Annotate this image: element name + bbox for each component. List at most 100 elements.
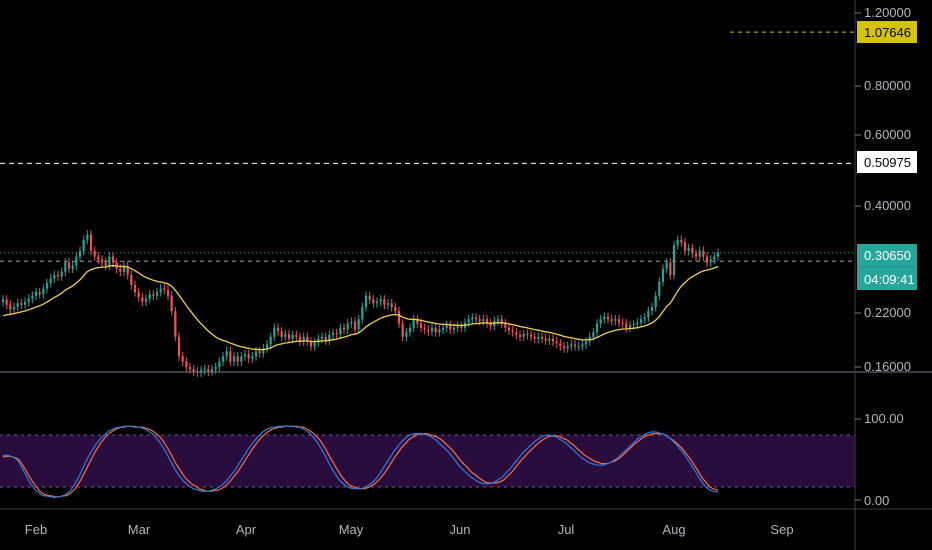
candle-body	[621, 322, 624, 324]
candle-body	[42, 288, 45, 295]
candle-body	[661, 268, 665, 282]
candle-body	[5, 299, 8, 305]
candle-body	[199, 370, 203, 373]
candle-body	[53, 275, 56, 279]
candle-body	[276, 327, 280, 332]
candle-body	[694, 253, 698, 257]
candle-body	[133, 285, 137, 293]
candle-body	[210, 369, 214, 372]
ma-line	[2, 265, 719, 351]
candle-body	[78, 250, 82, 257]
candle-body	[628, 325, 632, 328]
candle-body	[350, 321, 353, 324]
candle-body	[471, 317, 474, 320]
y-tick: 0.80000	[864, 78, 911, 93]
svg-text:0.50975: 0.50975	[864, 155, 911, 170]
candle-body	[155, 292, 159, 296]
candle-body	[456, 326, 459, 328]
candle-body	[522, 334, 525, 337]
candle-body	[533, 336, 536, 339]
candle-body	[566, 346, 569, 349]
candle-body	[119, 268, 122, 272]
moving-average	[2, 265, 719, 351]
candle-body	[610, 319, 613, 321]
candle-body	[82, 239, 85, 251]
candle-body	[67, 262, 71, 269]
candle-body	[174, 311, 177, 337]
candle-body	[562, 346, 566, 349]
candle-body	[716, 252, 720, 257]
candle-body	[603, 316, 606, 320]
candle-body	[309, 341, 313, 347]
candle-body	[240, 356, 243, 362]
candle-body	[650, 307, 654, 312]
candle-body	[427, 329, 430, 332]
candle-body	[489, 323, 492, 327]
candle-body	[676, 239, 679, 246]
candle-body	[687, 247, 690, 251]
candle-body	[397, 311, 401, 324]
stoch-tick: 100.00	[864, 411, 904, 426]
candle-body	[595, 323, 599, 333]
candle-body	[423, 327, 426, 330]
x-tick: Aug	[662, 522, 685, 537]
candle-body	[478, 319, 481, 321]
candle-body	[390, 303, 393, 308]
candle-body	[599, 319, 602, 324]
candle-body	[346, 323, 349, 330]
candle-body	[394, 307, 397, 312]
candle-body	[317, 338, 320, 343]
time-axis[interactable]: Feb Mar Apr May Jun Jul Aug Sep	[25, 522, 794, 537]
y-tick: 0.60000	[864, 127, 911, 142]
candle-body	[496, 319, 500, 321]
candle-body	[225, 351, 228, 357]
candle-body	[672, 245, 676, 276]
price-axis[interactable]: 1.20000 0.80000 0.60000 0.40000 0.22000 …	[855, 5, 911, 374]
candle-body	[375, 301, 379, 304]
candle-body	[144, 298, 148, 302]
candle-body	[416, 319, 419, 324]
stoch-axis[interactable]: 100.00 0.00	[855, 411, 904, 508]
candle-body	[680, 239, 683, 243]
candle-body	[291, 334, 294, 339]
candle-body	[559, 343, 562, 347]
candle-body	[75, 256, 78, 266]
candle-body	[9, 304, 12, 310]
candle-body	[342, 327, 346, 330]
candle-body	[218, 361, 221, 367]
candle-body	[482, 319, 485, 321]
candle-body	[573, 344, 577, 347]
x-tick: Apr	[236, 522, 257, 537]
candle-body	[298, 336, 302, 342]
bar-countdown: 04:09:41	[864, 272, 915, 287]
candle-body	[177, 336, 181, 357]
candle-body	[592, 332, 595, 337]
x-tick: Jul	[558, 522, 575, 537]
candle-body	[27, 298, 30, 302]
candle-body	[518, 334, 522, 337]
candle-body	[504, 323, 507, 328]
price-tag-last[interactable]: 0.30650 04:09:41	[857, 244, 917, 290]
candle-body	[460, 326, 463, 328]
candle-body	[185, 361, 188, 367]
candle-body	[654, 295, 657, 308]
stochastic-lines	[2, 425, 719, 499]
price-tag-mid[interactable]: 0.50975	[857, 151, 917, 173]
candle-body	[159, 288, 162, 293]
candle-body	[148, 294, 151, 299]
candle-body	[507, 327, 511, 331]
candle-body	[229, 351, 232, 362]
candle-body	[111, 256, 115, 263]
candle-body	[20, 303, 23, 305]
price-tag-high[interactable]: 1.07646	[857, 21, 917, 43]
candle-body	[86, 234, 89, 240]
candle-body	[515, 332, 518, 335]
x-tick: Sep	[770, 522, 793, 537]
candle-body	[445, 325, 448, 328]
candle-body	[449, 325, 452, 330]
candle-body	[401, 323, 404, 337]
y-tick: 0.22000	[864, 305, 911, 320]
candle-body	[430, 327, 434, 332]
svg-text:1.07646: 1.07646	[864, 25, 911, 40]
